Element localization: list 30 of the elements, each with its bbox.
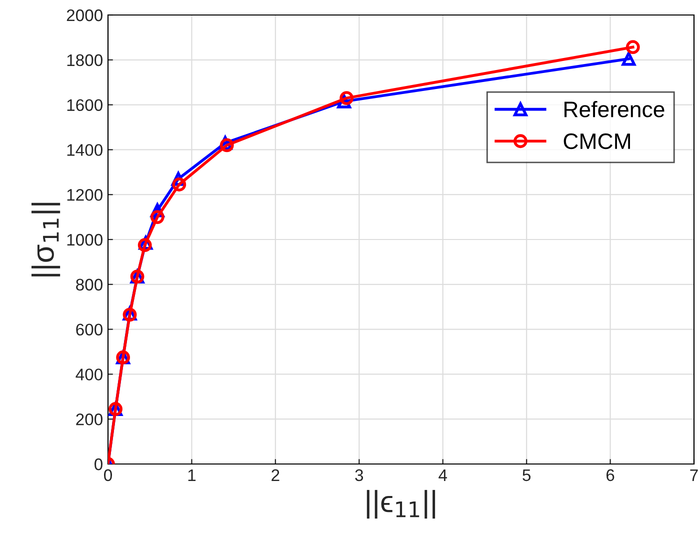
point (172, 178, 186, 192)
point (622, 52, 636, 66)
y-tick-label: 200 (76, 414, 102, 426)
y-tick-label: 400 (76, 368, 102, 380)
y-tick-label: 1200 (67, 189, 102, 201)
x-tick-label: 7 (690, 469, 698, 481)
point (340, 91, 354, 106)
point (626, 40, 640, 54)
x-tick-label: 6 (606, 469, 614, 482)
x-tick-label: 0 (104, 469, 112, 482)
point (138, 238, 152, 252)
y-tick-label: 1600 (67, 99, 102, 112)
y-tick-label: 800 (76, 278, 102, 291)
y-tick-label: 1000 (67, 234, 102, 246)
legend-label: CMCM (564, 133, 630, 150)
y-tick-label: 0 (94, 458, 102, 470)
y-axis-title: ||σ$_{11}$|| (31, 202, 60, 276)
x-tick-label: 3 (355, 469, 364, 482)
point (220, 138, 234, 152)
x-axis-title: ||ϵ$_{11}$|| (366, 490, 436, 519)
y-tick-label: 2000 (66, 9, 102, 22)
x-tick-label: 1 (188, 469, 196, 481)
x-tick-label: 4 (438, 469, 448, 481)
legend-label: Reference (564, 101, 664, 118)
point (150, 210, 164, 224)
x-tick-label: 2 (272, 469, 280, 481)
y-tick-label: 1400 (67, 144, 102, 156)
y-tick-label: 1800 (67, 54, 102, 66)
y-tick-label: 600 (76, 324, 102, 336)
x-tick-label: 5 (522, 469, 531, 482)
